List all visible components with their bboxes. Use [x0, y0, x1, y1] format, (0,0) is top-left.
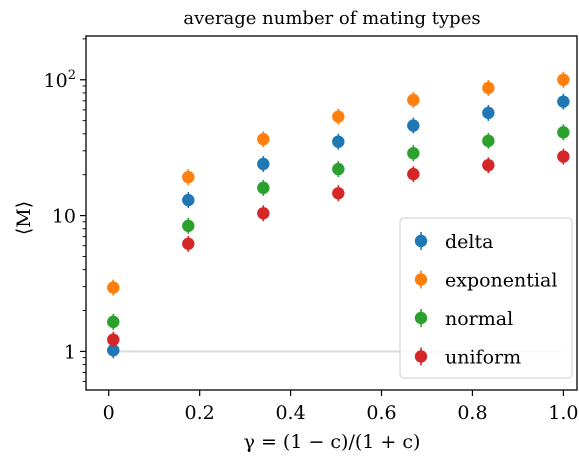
x-tick-label: 0.8: [457, 402, 487, 424]
data-point: [182, 193, 195, 207]
legend-item-exponential: exponential: [414, 270, 557, 292]
x-ticks-layer: 0 0.2 0.4 0.6 0.8 1.0: [103, 390, 578, 424]
plot-frame: [85, 35, 578, 391]
y-ticks-layer: 1 10 102: [44, 38, 86, 383]
y-tick-label: 102: [44, 68, 76, 92]
x-tick-label: 0: [103, 402, 115, 424]
legend-label: delta: [445, 231, 493, 253]
data-point: [407, 119, 420, 132]
data-point: [107, 315, 120, 329]
data-point: [332, 110, 345, 123]
data-point: [482, 81, 495, 95]
data-point: [407, 93, 420, 107]
axes-layer: [85, 35, 578, 391]
data-point: [182, 170, 195, 184]
data-point: [182, 219, 195, 233]
y-tick-label: 10: [52, 206, 76, 228]
legend-marker: [414, 311, 428, 325]
legend-item-normal: normal: [414, 308, 513, 330]
data-point: [407, 167, 420, 181]
legend-label: normal: [445, 308, 513, 330]
data-point: [182, 237, 195, 250]
series-delta: [107, 93, 570, 359]
legend-label: exponential: [445, 270, 557, 292]
x-tick-label: 0.6: [366, 402, 396, 424]
data-point: [107, 333, 120, 346]
legend-label: uniform: [445, 347, 521, 369]
data-point: [107, 344, 120, 357]
legend-marker: [414, 273, 428, 286]
series-normal: [107, 124, 570, 330]
data-point: [332, 135, 345, 148]
data-point: [257, 133, 270, 146]
legend-box: [399, 217, 573, 379]
series-exponential: [107, 71, 570, 296]
x-tick-label: 1.0: [548, 402, 578, 424]
x-tick-label: 0.4: [275, 402, 305, 424]
data-point: [557, 73, 570, 86]
y-axis-label: ⟨M⟩: [13, 201, 35, 235]
series-uniform: [107, 148, 570, 348]
data-point: [557, 150, 570, 163]
data-point: [332, 162, 345, 176]
legend: delta exponential normal uniform: [399, 217, 573, 379]
data-point: [257, 181, 270, 195]
data-point: [257, 157, 270, 171]
legend-marker: [414, 234, 428, 248]
x-axis-label: γ = (1 − c)/(1 + c): [244, 431, 421, 453]
data-point: [482, 106, 495, 120]
data-points-layer: [107, 71, 570, 359]
data-point: [107, 281, 120, 294]
data-point: [257, 207, 270, 220]
x-tick-label: 0.2: [185, 402, 215, 424]
y-tick-label: 1: [64, 341, 76, 363]
legend-item-delta: delta: [414, 231, 493, 253]
data-point: [557, 95, 570, 108]
legend-marker: [414, 350, 428, 363]
data-point: [557, 126, 570, 139]
chart-title: average number of mating types: [183, 8, 480, 29]
data-point: [482, 158, 495, 172]
data-point: [482, 134, 495, 148]
legend-item-uniform: uniform: [414, 347, 521, 369]
data-point: [407, 146, 420, 160]
data-point: [332, 187, 345, 200]
